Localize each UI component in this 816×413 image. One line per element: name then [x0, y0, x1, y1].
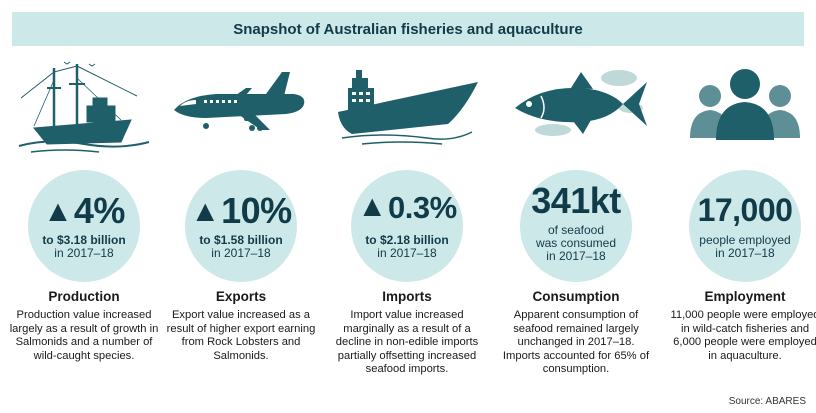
column-description: Import value increased marginally as a r… — [335, 309, 479, 376]
stat-subtext: to $2.18 billion in 2017–18 — [365, 233, 449, 260]
stat-column-imports: ▲0.3% to $2.18 billion in 2017–18 Imports… — [332, 58, 482, 398]
stat-circle: ▲4% to $3.18 billion in 2017–18 — [28, 170, 140, 282]
tuna-fish-icon — [515, 70, 647, 136]
column-description: Production value increased largely as a … — [9, 309, 159, 362]
stat-column-production: ▲4% to $3.18 billion in 2017–18 Productio… — [9, 58, 159, 398]
stat-circle: ▲0.3% to $2.18 billion in 2017–18 — [351, 170, 463, 282]
source-note: Source: ABARES — [728, 396, 806, 407]
stat-value: ▲4% — [43, 190, 125, 231]
fishing-trawler-icon — [18, 61, 150, 153]
column-heading: Exports — [215, 289, 267, 304]
airplane-icon — [174, 72, 305, 131]
stat-column-exports: ▲10% to $1.58 billion in 2017–18 Exports … — [166, 58, 316, 398]
title-banner: Snapshot of Australian fisheries and aqu… — [12, 12, 804, 46]
stat-value: 17,000 — [697, 192, 793, 228]
column-heading: Imports — [382, 289, 432, 304]
page-title: Snapshot of Australian fisheries and aqu… — [233, 20, 583, 38]
stat-circle: 17,000 people employed in 2017–18 — [689, 170, 801, 282]
up-arrow-icon: ▲ — [43, 195, 73, 228]
column-heading: Employment — [704, 289, 786, 304]
stat-value: 341kt — [531, 180, 621, 221]
stat-subtext: of seafood was consumed in 2017–18 — [535, 223, 617, 263]
up-arrow-icon: ▲ — [190, 195, 221, 228]
stat-value: ▲10% — [190, 190, 292, 231]
stat-subtext: to $3.18 billion in 2017–18 — [42, 233, 126, 260]
stat-column-employment: 17,000 people employed in 2017–18 Employm… — [670, 58, 816, 398]
column-description: Apparent consumption of seafood remained… — [502, 309, 650, 376]
cargo-ship-icon — [338, 70, 478, 145]
column-heading: Production — [48, 289, 120, 304]
people-group-icon — [690, 69, 800, 140]
stat-circle: 341kt of seafood was consumed in 2017–18 — [520, 170, 632, 282]
column-description: 11,000 people were employed in wild-catc… — [670, 309, 816, 362]
stat-circle: ▲10% to $1.58 billion in 2017–18 — [185, 170, 297, 282]
stat-subtext: to $1.58 billion in 2017–18 — [199, 233, 283, 260]
column-description: Export value increased as a result of hi… — [166, 309, 316, 362]
stat-subtext: people employed in 2017–18 — [699, 233, 791, 260]
stat-value: ▲0.3% — [357, 190, 457, 225]
stat-column-consumption: 341kt of seafood was consumed in 2017–18 C… — [501, 58, 651, 398]
up-arrow-icon: ▲ — [357, 190, 388, 223]
column-heading: Consumption — [532, 289, 620, 304]
